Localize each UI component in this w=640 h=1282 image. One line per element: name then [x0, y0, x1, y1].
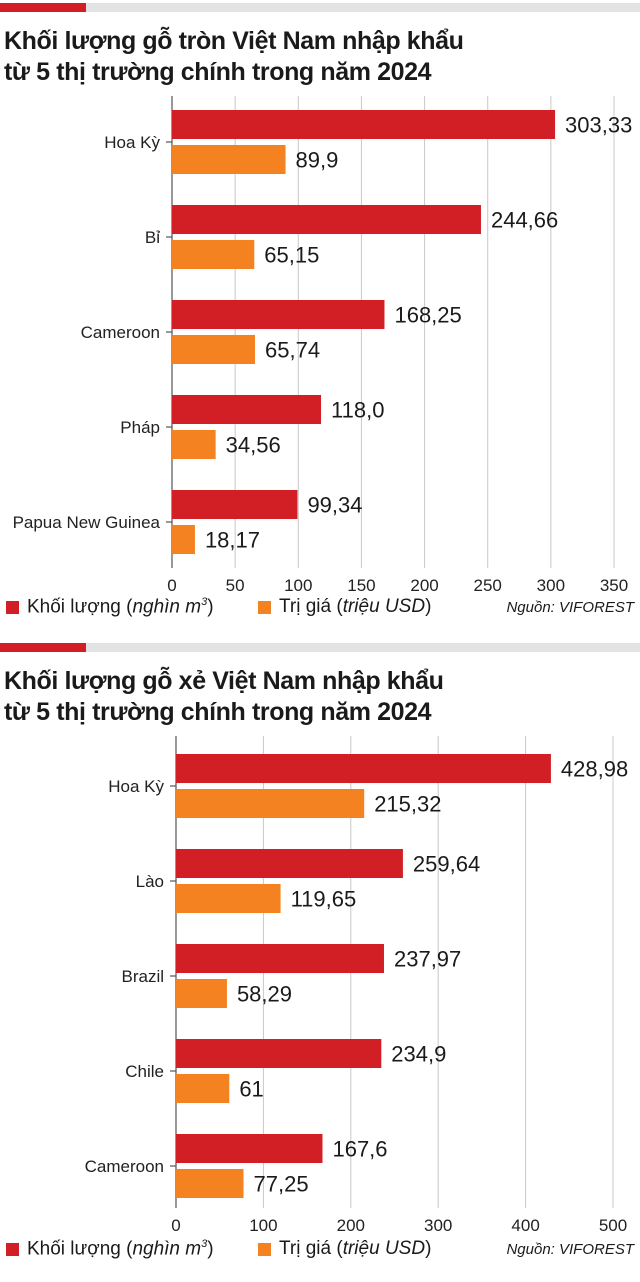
legend-swatch-value — [258, 600, 271, 614]
category-label: Papua New Guinea — [13, 513, 161, 532]
data-label-value: 65,15 — [264, 243, 319, 268]
bar-volume — [172, 490, 298, 519]
header-rule-accent — [0, 643, 86, 652]
bar-value — [172, 145, 286, 174]
data-label-volume: 303,33 — [565, 113, 632, 138]
data-label-value: 58,29 — [237, 982, 292, 1007]
bar-value — [172, 430, 216, 459]
legend-label-value: Trị giá (triệu USD) — [279, 1238, 432, 1259]
data-label-value: 215,32 — [374, 792, 441, 817]
data-label-volume: 118,0 — [331, 398, 384, 423]
x-tick-label: 100 — [249, 1216, 277, 1235]
legend-label-volume: Khối lượng (nghìn m3) — [27, 596, 214, 618]
chart-title-line2: từ 5 thị trường chính trong năm 2024 — [4, 698, 432, 726]
chart-panel-2: Khối lượng gỗ xẻ Việt Nam nhập khẩu từ 5… — [0, 640, 640, 1282]
x-tick-label: 400 — [511, 1216, 539, 1235]
bar-value — [172, 240, 255, 269]
category-label: Cameroon — [81, 323, 160, 342]
x-tick-label: 200 — [410, 576, 438, 595]
legend-item-volume: Khối lượng (nghìn m3) — [6, 596, 214, 618]
category-label: Pháp — [120, 418, 160, 437]
bar-volume — [176, 849, 403, 878]
bar-chart-1: 0 50 100 150 200 250 300 350 Hoa Kỳ 303,33 89,9 Bỉ 2… — [13, 96, 632, 595]
legend: Khối lượng (nghìn m3) Trị giá (triệu USD… — [0, 596, 640, 622]
data-label-value: 18,17 — [205, 528, 260, 553]
x-tick-label: 300 — [424, 1216, 452, 1235]
legend-swatch-volume — [6, 600, 19, 614]
bar-value — [176, 1074, 230, 1103]
category-label: Cameroon — [85, 1157, 164, 1176]
legend-swatch-value — [258, 1242, 271, 1256]
legend-item-value: Trị giá (triệu USD) — [258, 1238, 431, 1260]
data-label-volume: 244,66 — [491, 208, 558, 233]
chart-title: Khối lượng gỗ tròn Việt Nam nhập khẩu từ… — [0, 12, 640, 88]
bar-value — [176, 884, 281, 913]
x-tick-label: 350 — [600, 576, 628, 595]
source-note: Nguồn: VIFOREST — [506, 599, 634, 616]
bar-value — [172, 525, 195, 554]
chart-title-line1: Khối lượng gỗ tròn Việt Nam nhập khẩu — [4, 27, 464, 55]
header-rule — [0, 640, 640, 652]
bar-volume — [176, 1134, 323, 1163]
bar-chart-2: 0 100 200 300 400 500 Hoa Kỳ 428,98 215,32 Lào 259… — [85, 736, 628, 1235]
data-label-value: 61 — [239, 1077, 263, 1102]
x-tick-label: 0 — [167, 576, 176, 595]
x-tick-label: 150 — [347, 576, 375, 595]
category-label: Hoa Kỳ — [104, 133, 160, 152]
x-tick-label: 100 — [284, 576, 312, 595]
bar-value — [176, 979, 227, 1008]
bar-volume — [172, 110, 556, 139]
data-label-volume: 234,9 — [391, 1042, 446, 1067]
category-label: Brazil — [121, 967, 164, 986]
header-rule-grey — [0, 643, 640, 652]
data-label-value: 89,9 — [296, 148, 339, 173]
bar-volume — [176, 754, 551, 783]
data-label-volume: 259,64 — [413, 852, 480, 877]
chart-title-line1: Khối lượng gỗ xẻ Việt Nam nhập khẩu — [4, 667, 444, 695]
source-note: Nguồn: VIFOREST — [506, 1241, 634, 1258]
data-label-volume: 237,97 — [394, 947, 461, 972]
chart-panel-1: Khối lượng gỗ tròn Việt Nam nhập khẩu từ… — [0, 0, 640, 640]
category-label: Bỉ — [145, 228, 160, 247]
bar-volume — [172, 300, 385, 329]
x-tick-label: 250 — [474, 576, 502, 595]
data-label-value: 65,74 — [265, 338, 320, 363]
header-rule — [0, 0, 640, 12]
legend-item-value: Trị giá (triệu USD) — [258, 596, 431, 618]
legend-item-volume: Khối lượng (nghìn m3) — [6, 1238, 214, 1260]
data-label-value: 34,56 — [226, 433, 281, 458]
bar-value — [176, 789, 365, 818]
bar-volume — [176, 1039, 382, 1068]
bar-volume — [172, 205, 481, 234]
data-label-volume: 428,98 — [561, 757, 628, 782]
data-label-volume: 168,25 — [394, 303, 461, 328]
category-label: Lào — [136, 872, 164, 891]
bar-volume — [172, 395, 322, 424]
data-label-volume: 167,6 — [332, 1137, 387, 1162]
x-tick-label: 300 — [537, 576, 565, 595]
data-label-volume: 99,34 — [307, 493, 362, 518]
header-rule-grey — [0, 3, 640, 12]
x-tick-label: 0 — [171, 1216, 180, 1235]
chart-title-line2: từ 5 thị trường chính trong năm 2024 — [4, 58, 432, 86]
legend: Khối lượng (nghìn m3) Trị giá (triệu USD… — [0, 1238, 640, 1264]
legend-label-value: Trị giá (triệu USD) — [279, 596, 432, 617]
bar-value — [176, 1169, 244, 1198]
legend-swatch-volume — [6, 1242, 19, 1256]
category-label: Hoa Kỳ — [108, 777, 164, 796]
header-rule-accent — [0, 3, 86, 12]
x-tick-label: 500 — [599, 1216, 627, 1235]
bar-volume — [176, 944, 384, 973]
data-label-value: 119,65 — [291, 887, 357, 912]
chart-title: Khối lượng gỗ xẻ Việt Nam nhập khẩu từ 5… — [0, 652, 640, 728]
legend-label-volume: Khối lượng (nghìn m3) — [27, 1238, 214, 1260]
data-label-value: 77,25 — [254, 1172, 309, 1197]
bar-value — [172, 335, 256, 364]
category-label: Chile — [125, 1062, 164, 1081]
x-tick-label: 200 — [337, 1216, 365, 1235]
x-tick-label: 50 — [226, 576, 245, 595]
